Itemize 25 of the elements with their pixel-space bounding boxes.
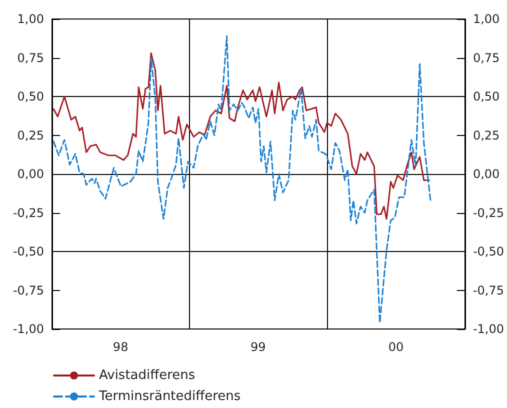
y2-tick-label: 0,50 [472, 90, 500, 104]
y2-tick-label: 0,00 [472, 167, 500, 181]
y-tick-label: 1,00 [17, 12, 44, 26]
y2-tick-label: -0,25 [472, 206, 504, 220]
legend-label: Terminsräntedifferens [98, 389, 241, 404]
line-series [52, 35, 432, 324]
y-tick-label: -0,75 [12, 283, 44, 298]
x-tick-label: 98 [112, 340, 128, 354]
x-tick-label: 99 [250, 340, 266, 354]
y2-tick-label: 1,00 [472, 12, 500, 26]
y2-tick-label: 0,75 [472, 50, 500, 65]
legend-label: Avistadifferens [99, 368, 196, 383]
y-tick-label: 0,25 [17, 128, 44, 142]
y-tick-label: 0,50 [17, 90, 44, 104]
y-tick-label: -1,00 [12, 322, 44, 336]
y2-tick-label: -0,75 [472, 283, 504, 298]
y-tick-label: -0,50 [12, 244, 44, 258]
y-tick-label: -0,25 [12, 206, 44, 220]
y2-tick-label: -0,50 [472, 244, 504, 258]
line-series [52, 52, 430, 220]
y-tick-label: 0,00 [17, 167, 44, 181]
y-tick-label: 0,75 [17, 50, 44, 65]
x-tick-label: 00 [388, 340, 404, 354]
y2-tick-label: -1,00 [472, 322, 504, 336]
y2-tick-label: 0,25 [472, 128, 500, 142]
